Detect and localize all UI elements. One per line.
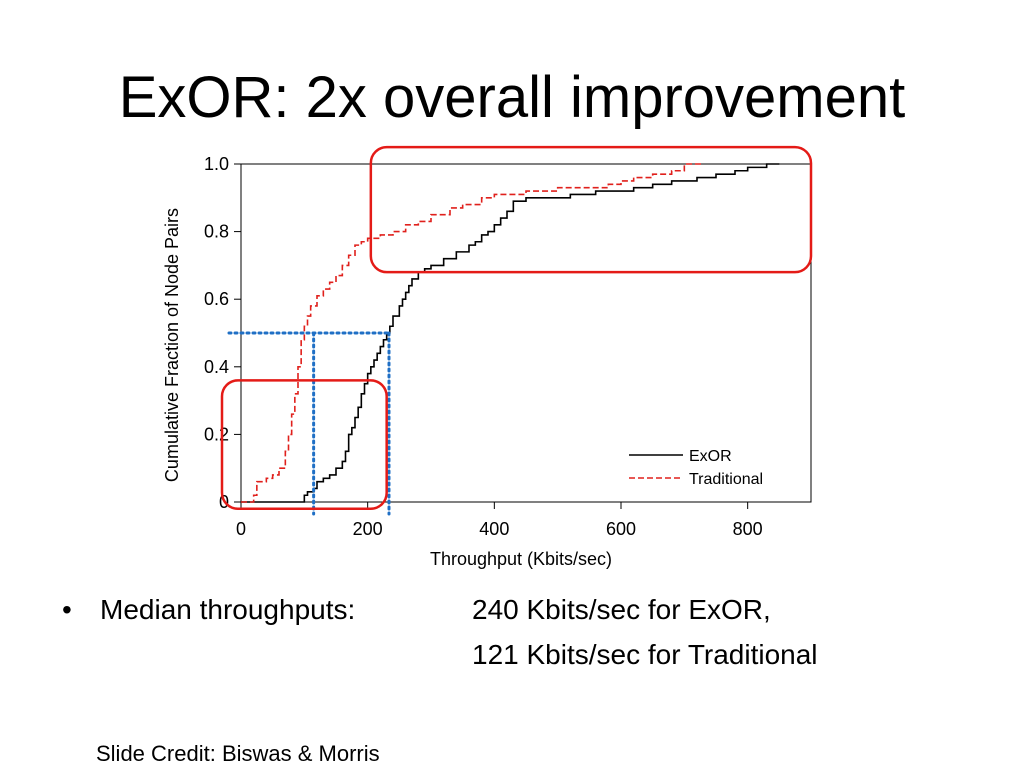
x-tick-label: 600: [606, 519, 636, 539]
legend-label: ExOR: [689, 448, 732, 465]
chart-series: [241, 163, 780, 503]
chart-legend: ExOR Traditional: [629, 448, 763, 488]
x-tick-label: 400: [479, 519, 509, 539]
series-line-exor: [241, 163, 780, 503]
y-tick-label: 0.8: [204, 222, 229, 242]
x-tick-label: 800: [733, 519, 763, 539]
highlight-boxes: [220, 145, 813, 511]
y-tick-label: 0.2: [204, 424, 229, 444]
median-exor-text: 240 Kbits/sec for ExOR,: [472, 594, 771, 625]
highlight-box-1: [369, 145, 813, 274]
y-axis-label: Cumulative Fraction of Node Pairs: [162, 208, 182, 482]
x-tick-label: 200: [353, 519, 383, 539]
x-axis-label: Throughput (Kbits/sec): [430, 549, 612, 569]
median-traditional-text: 121 Kbits/sec for Traditional: [472, 639, 818, 670]
legend-label: Traditional: [689, 471, 763, 488]
series-line-traditional: [241, 163, 704, 503]
y-tick-label: 1.0: [204, 154, 229, 174]
median-guides: [227, 331, 391, 516]
bullet-dot: •: [62, 594, 72, 625]
bullet-label: Median throughputs:: [100, 594, 356, 625]
highlight-box-2: [220, 379, 388, 511]
slide-credit: Slide Credit: Biswas & Morris: [96, 741, 380, 766]
slide-title: ExOR: 2x overall improvement: [118, 65, 906, 130]
y-tick-label: 0.6: [204, 289, 229, 309]
x-tick-label: 0: [236, 519, 246, 539]
y-tick-label: 0.4: [204, 357, 229, 377]
